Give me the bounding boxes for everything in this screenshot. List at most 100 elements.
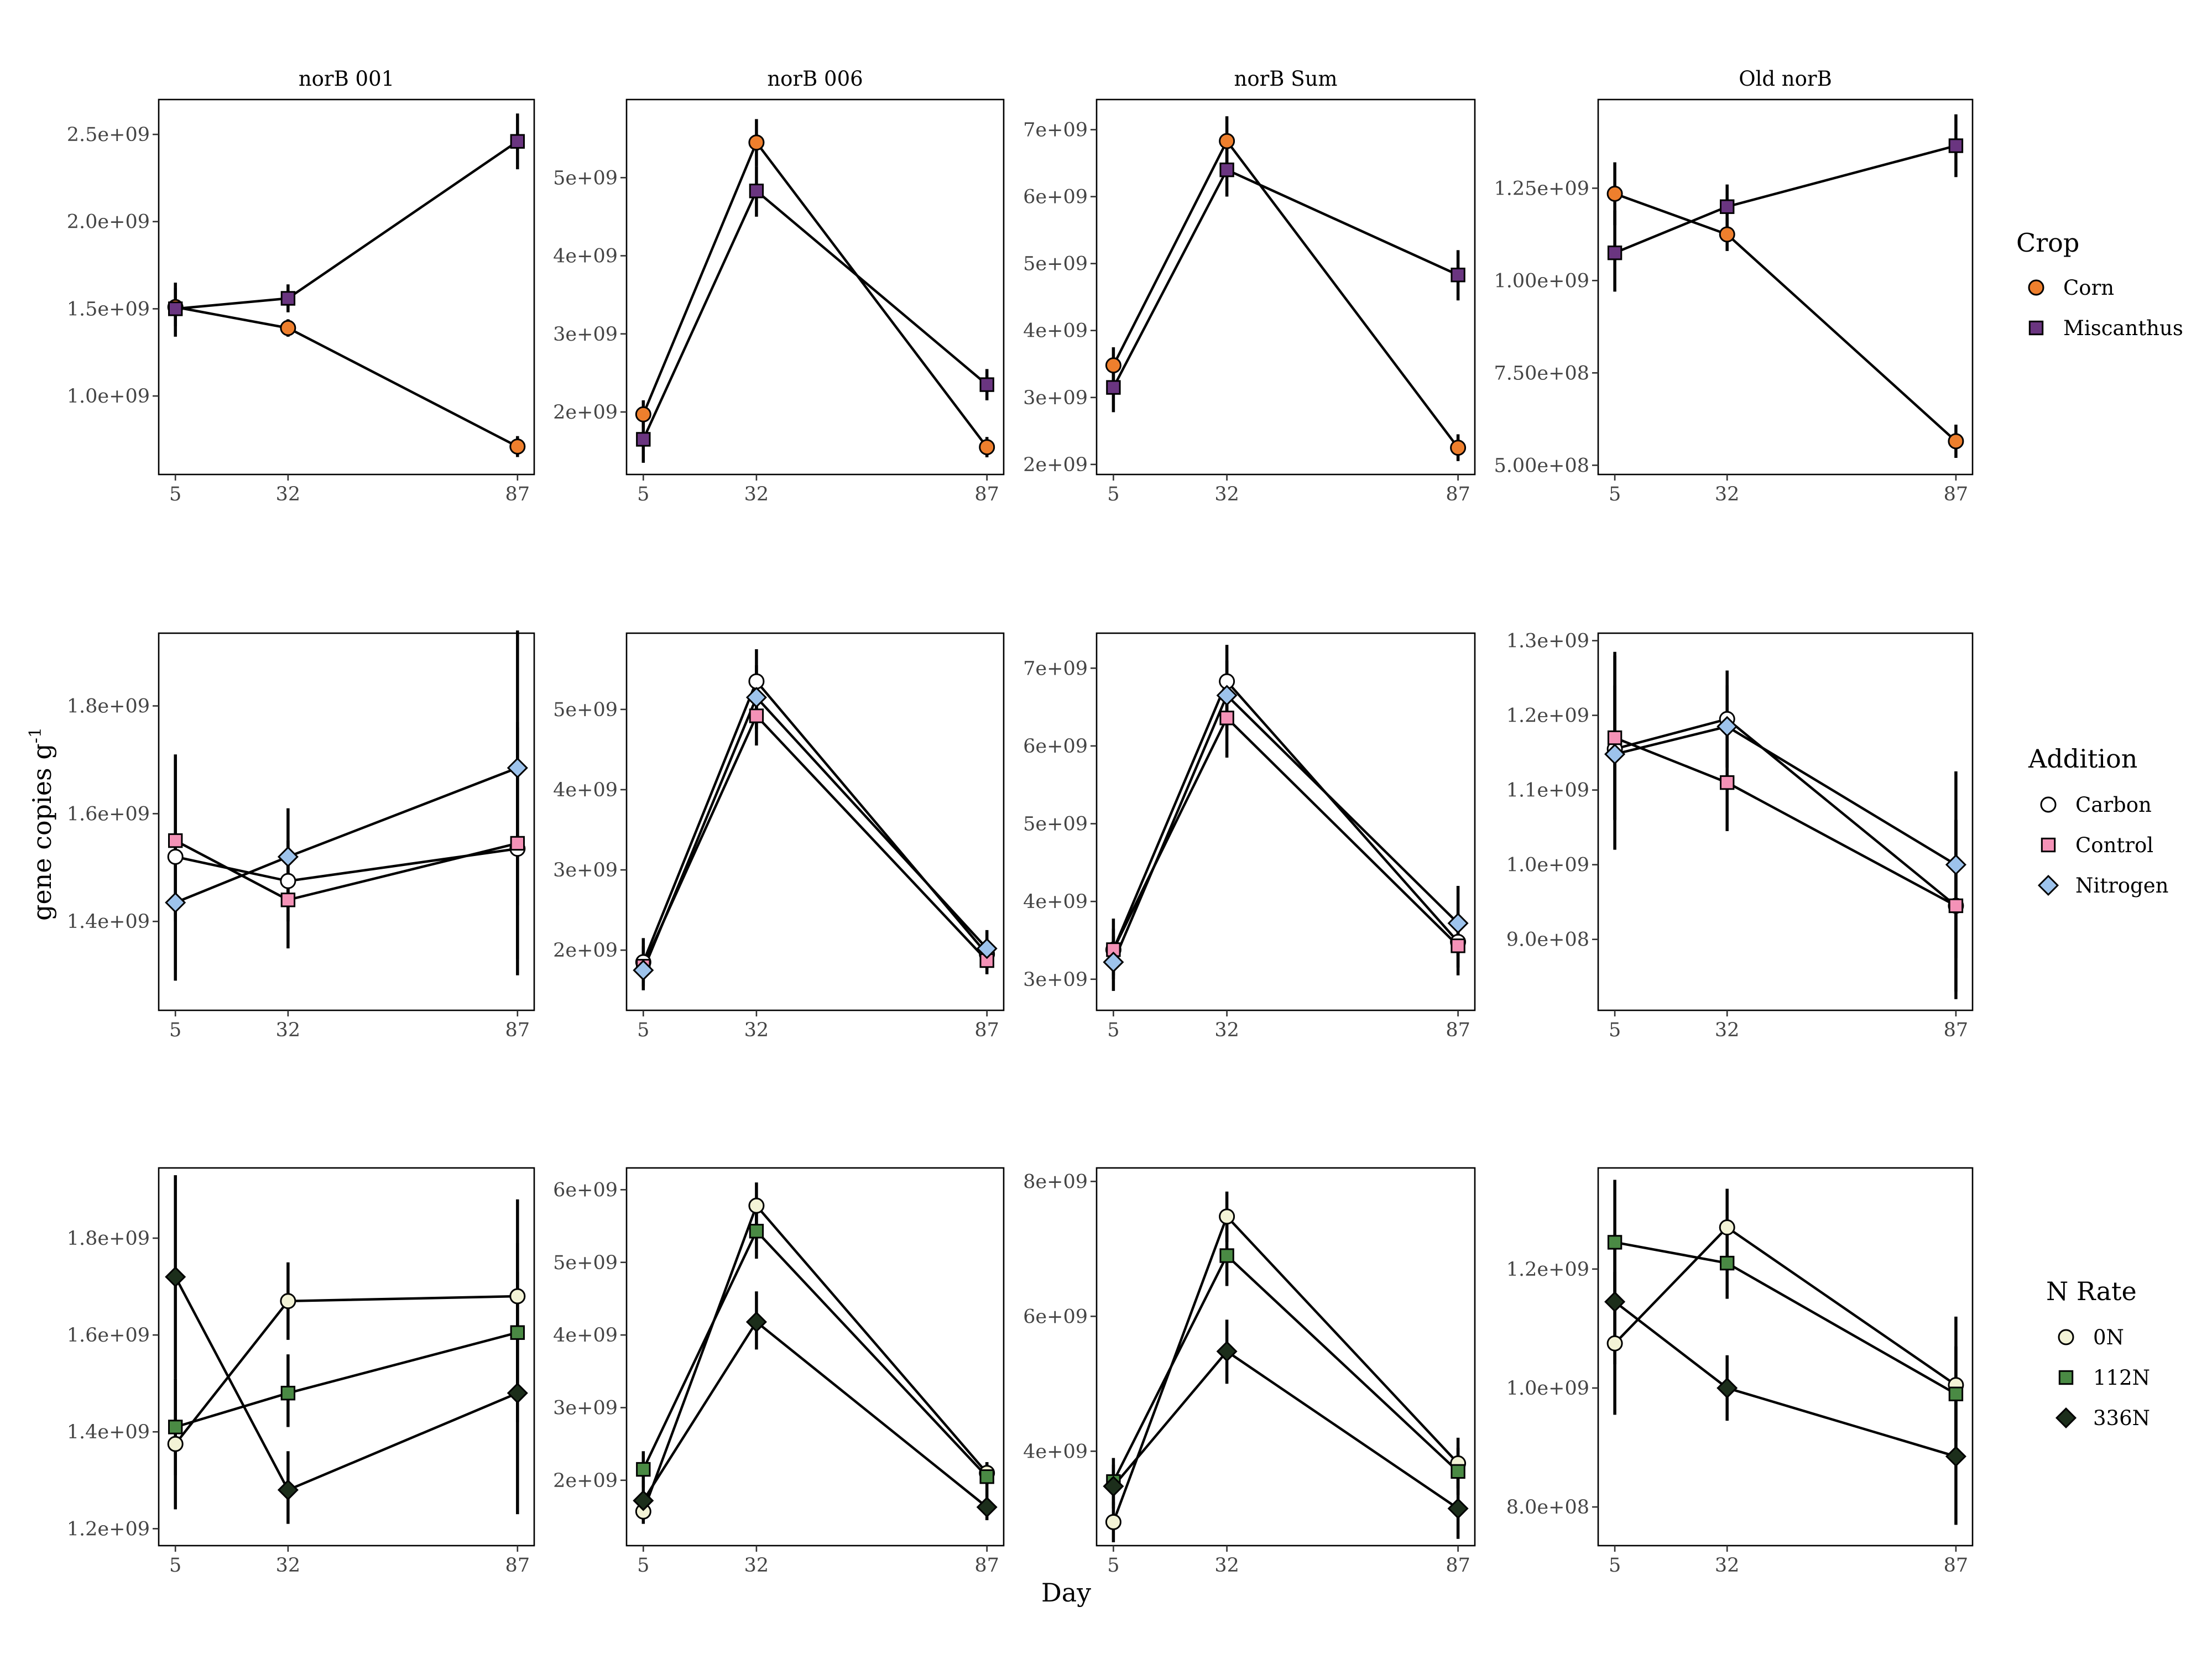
x-tick-label: 87 xyxy=(974,1554,999,1577)
y-tick-label: 2.0e+09 xyxy=(67,211,150,233)
point-miscanthus xyxy=(749,184,764,199)
y-tick-label: 1.8e+09 xyxy=(67,1228,150,1250)
point-336n xyxy=(1447,1498,1469,1519)
y-tick-label: 4e+09 xyxy=(1023,320,1088,342)
point-miscanthus xyxy=(1607,246,1623,260)
y-tick-label: 4e+09 xyxy=(553,1324,618,1347)
column-title-1: norB 001 xyxy=(299,67,394,91)
point-corn xyxy=(748,134,765,151)
x-tick-label: 32 xyxy=(276,1019,301,1041)
point-miscanthus xyxy=(1451,268,1465,283)
legend-marker-112n xyxy=(2058,1370,2074,1385)
point-nitrogen xyxy=(633,959,654,981)
x-tick-label: 5 xyxy=(1609,1019,1621,1041)
legend-marker-carbon xyxy=(2040,796,2057,813)
panel-frame xyxy=(1597,632,1974,1011)
y-tick-label: 6e+09 xyxy=(1023,735,1088,758)
point-336n xyxy=(1604,1291,1626,1313)
column-title-3: norB Sum xyxy=(1234,67,1337,91)
y-tick-label: 1.3e+09 xyxy=(1506,630,1589,653)
x-tick-label: 87 xyxy=(1944,1554,1969,1577)
legend-marker-miscanthus xyxy=(2028,320,2044,336)
x-tick-label: 87 xyxy=(1944,483,1969,505)
point-carbon xyxy=(280,873,296,889)
x-tick-label: 87 xyxy=(1944,1019,1969,1041)
point-corn xyxy=(635,406,651,422)
point-0n xyxy=(509,1288,526,1305)
point-112n xyxy=(1719,1255,1735,1271)
x-tick-label: 5 xyxy=(637,1554,649,1577)
x-tick-label: 32 xyxy=(744,483,769,505)
panel-crop-norb-sum: 5 32 87 2e+09 3e+09 4e+09 5e+09 6e+09 7e+09 xyxy=(1023,98,1476,505)
y-tick-label: 7.50e+08 xyxy=(1494,362,1589,384)
x-tick-label: 87 xyxy=(505,1019,530,1041)
x-tick-label: 32 xyxy=(1715,1554,1740,1577)
y-tick-label: 5e+09 xyxy=(1023,813,1088,836)
y-tick-label: 1.0e+09 xyxy=(1506,854,1589,877)
legend-n-rate: N Rate 0N 112N 336N xyxy=(2046,1276,2150,1430)
x-tick-label: 87 xyxy=(1446,483,1470,505)
panel-addition-norb-sum: 5 32 87 3e+09 4e+09 5e+09 6e+09 7e+09 xyxy=(1023,632,1476,1041)
point-nitrogen xyxy=(745,687,767,708)
y-tick-label: 3e+09 xyxy=(1023,387,1088,409)
y-tick-label: 4e+09 xyxy=(1023,1441,1088,1463)
x-axis-title: Day xyxy=(1041,1578,1091,1608)
y-tick-label: 1.00e+09 xyxy=(1494,270,1589,292)
legend-label-0n: 0N xyxy=(2093,1326,2124,1349)
point-corn xyxy=(280,320,296,336)
y-tick-label: 1.1e+09 xyxy=(1506,780,1589,802)
panel-n-rate-norb-sum: 5 32 87 4e+09 6e+09 8e+09 xyxy=(1023,1167,1476,1577)
point-0n xyxy=(748,1197,765,1214)
y-tick-label: 5e+09 xyxy=(553,1252,618,1274)
legend-marker-336n xyxy=(2055,1407,2077,1429)
y-axis-title-superscript: -1 xyxy=(26,727,45,743)
point-0n xyxy=(280,1293,296,1310)
point-control xyxy=(749,708,764,723)
panels-layer: 5 32 87 1.0e+09 1.5e+09 2.0e+09 2.5e+09 5 32 87 2e… xyxy=(67,98,1974,1577)
point-336n xyxy=(745,1311,767,1333)
y-axis-title-text: gene copies g xyxy=(27,743,57,921)
y-tick-label: 1.2e+09 xyxy=(67,1518,150,1540)
point-corn xyxy=(1948,433,1964,450)
point-control xyxy=(1607,730,1623,745)
panel-n-rate-norb-001: 5 32 87 1.2e+09 1.4e+09 1.6e+09 1.8e+09 xyxy=(67,1167,535,1577)
point-336n xyxy=(1945,1446,1966,1467)
point-112n xyxy=(1948,1386,1964,1401)
y-tick-label: 6e+09 xyxy=(553,1179,618,1201)
legend-label-carbon: Carbon xyxy=(2075,793,2152,817)
x-tick-label: 87 xyxy=(974,483,999,505)
legend-label-nitrogen: Nitrogen xyxy=(2075,874,2168,898)
y-tick-label: 1.8e+09 xyxy=(67,696,150,718)
x-tick-label: 32 xyxy=(744,1019,769,1041)
point-nitrogen xyxy=(976,938,998,959)
point-control xyxy=(510,836,525,851)
y-tick-label: 1.5e+09 xyxy=(67,298,150,320)
point-control xyxy=(168,833,183,848)
point-112n xyxy=(280,1385,296,1401)
point-0n xyxy=(1105,1514,1121,1530)
y-tick-label: 8.0e+08 xyxy=(1506,1496,1589,1519)
panel-n-rate-norb-006: 5 32 87 2e+09 3e+09 4e+09 5e+09 6e+09 xyxy=(553,1167,1005,1577)
point-112n xyxy=(749,1224,764,1239)
panel-addition-norb-001: 5 32 87 1.4e+09 1.6e+09 1.8e+09 xyxy=(67,630,535,1041)
column-titles: norB 001 norB 006 norB Sum Old norB xyxy=(299,67,1832,91)
x-tick-label: 87 xyxy=(1446,1019,1470,1041)
x-tick-label: 5 xyxy=(1609,483,1621,505)
column-title-4: Old norB xyxy=(1739,67,1832,91)
x-tick-label: 32 xyxy=(276,1554,301,1577)
point-112n xyxy=(1607,1235,1623,1250)
x-tick-label: 5 xyxy=(169,1554,181,1577)
point-112n xyxy=(636,1462,651,1477)
point-nitrogen xyxy=(1945,854,1966,875)
y-axis-title: gene copies g-1 xyxy=(26,727,57,921)
point-miscanthus xyxy=(979,377,994,392)
legends-layer: Crop Corn Miscanthus Addition Carbon Con… xyxy=(2016,228,2183,1430)
point-miscanthus xyxy=(1948,138,1964,153)
y-tick-label: 1.2e+09 xyxy=(1506,705,1589,727)
point-corn xyxy=(1105,357,1121,374)
x-tick-label: 5 xyxy=(169,483,181,505)
point-112n xyxy=(168,1420,183,1434)
panel-frame xyxy=(158,98,535,476)
point-336n xyxy=(1717,1377,1738,1399)
